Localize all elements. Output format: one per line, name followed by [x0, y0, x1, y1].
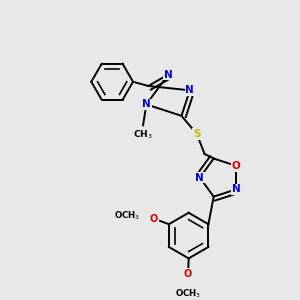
Text: O: O [184, 269, 192, 279]
Text: O: O [232, 161, 241, 171]
Text: N: N [142, 99, 151, 110]
Text: N: N [185, 85, 194, 95]
Text: N: N [196, 172, 204, 183]
Text: S: S [193, 129, 200, 139]
Text: N: N [232, 184, 241, 194]
Text: O: O [149, 214, 158, 224]
Text: OCH$_3$: OCH$_3$ [175, 287, 201, 299]
Text: OCH$_3$: OCH$_3$ [114, 210, 140, 222]
Text: N: N [164, 70, 172, 80]
Text: CH$_3$: CH$_3$ [133, 128, 153, 141]
